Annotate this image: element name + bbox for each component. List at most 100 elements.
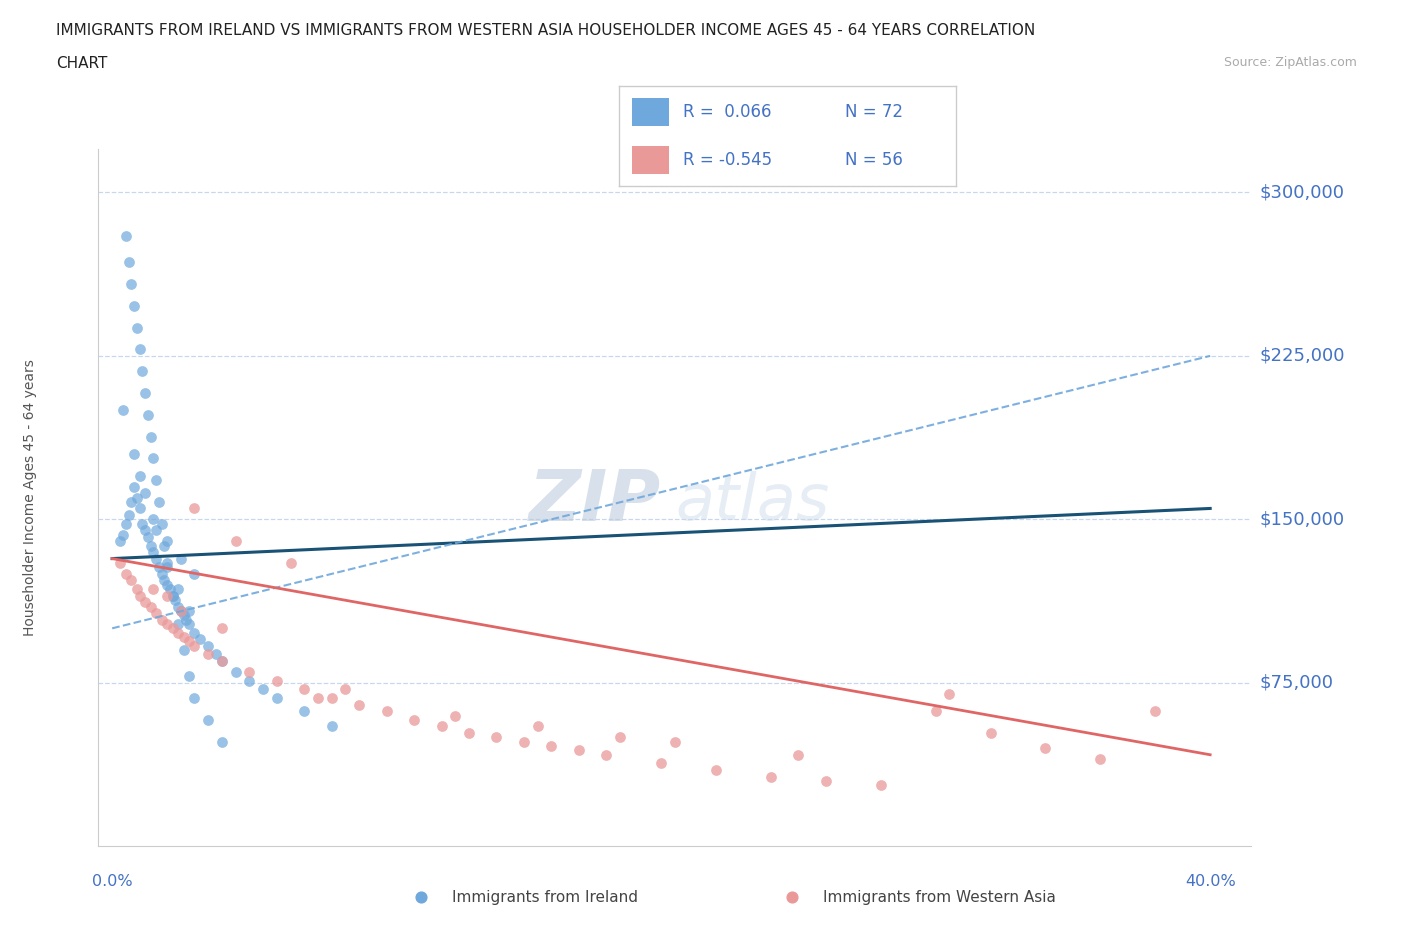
Point [183, 638, 205, 653]
Text: ZIP: ZIP [529, 468, 661, 537]
Text: N = 56: N = 56 [845, 151, 903, 169]
Point [938, 686, 960, 701]
Point [225, 664, 247, 679]
Point [197, 712, 219, 727]
Point [110, 555, 132, 570]
Point [142, 581, 165, 596]
Text: 10.0%: 10.0% [361, 874, 412, 889]
Point [148, 560, 170, 575]
Point [321, 691, 343, 706]
Point [115, 516, 138, 531]
Text: 30.0%: 30.0% [910, 874, 960, 889]
Point [211, 654, 233, 669]
Point [252, 682, 274, 697]
Point [156, 578, 179, 592]
Point [134, 485, 156, 500]
Point [145, 605, 167, 620]
Point [128, 469, 150, 484]
Point [150, 516, 173, 531]
Bar [633, 146, 669, 174]
Point [197, 638, 219, 653]
Point [148, 495, 170, 510]
Text: R = -0.545: R = -0.545 [683, 151, 772, 169]
Point [134, 523, 156, 538]
Point [170, 604, 193, 618]
Point [280, 555, 302, 570]
Point [1144, 704, 1167, 719]
Point [120, 573, 142, 588]
Point [156, 560, 179, 575]
Point [292, 682, 315, 697]
Point [177, 634, 200, 649]
Point [177, 604, 200, 618]
Point [150, 612, 173, 627]
Point [211, 621, 233, 636]
Point [128, 501, 150, 516]
Point [134, 595, 156, 610]
Point [167, 581, 190, 596]
Point [170, 604, 193, 618]
Point [162, 588, 184, 603]
Point [156, 588, 179, 603]
Point [159, 581, 181, 596]
Point [650, 756, 672, 771]
Point [787, 748, 810, 763]
Point [120, 276, 142, 291]
Point [177, 617, 200, 631]
Point [174, 612, 197, 627]
Point [335, 682, 357, 697]
Point [165, 592, 187, 607]
Text: Householder Income Ages 45 - 64 years: Householder Income Ages 45 - 64 years [22, 359, 37, 636]
Point [167, 617, 190, 631]
Point [782, 890, 804, 905]
Point [292, 704, 315, 719]
Point [458, 725, 481, 740]
Text: $150,000: $150,000 [1260, 511, 1344, 528]
Text: Source: ZipAtlas.com: Source: ZipAtlas.com [1223, 56, 1357, 69]
Point [122, 446, 145, 461]
Point [540, 738, 562, 753]
Point [183, 566, 205, 581]
Point [131, 516, 153, 531]
Text: CHART: CHART [56, 56, 108, 71]
Point [112, 403, 135, 418]
Text: Immigrants from Western Asia: Immigrants from Western Asia [824, 890, 1056, 905]
Point [307, 691, 329, 706]
Point [444, 708, 467, 723]
Bar [633, 98, 669, 126]
Point [183, 501, 205, 516]
Point [759, 769, 782, 784]
Point [375, 704, 398, 719]
Point [142, 451, 165, 466]
Point [115, 566, 138, 581]
Point [814, 774, 837, 789]
Text: 0.0%: 0.0% [91, 874, 132, 889]
Point [170, 551, 193, 566]
Point [145, 472, 167, 487]
Text: R =  0.066: R = 0.066 [683, 102, 772, 121]
Point [128, 342, 150, 357]
Point [205, 647, 228, 662]
Point [156, 617, 179, 631]
Point [266, 673, 288, 688]
Point [595, 748, 617, 763]
Point [167, 599, 190, 614]
Point [153, 573, 176, 588]
Point [122, 299, 145, 313]
Point [980, 725, 1002, 740]
Point [162, 588, 184, 603]
Point [139, 429, 162, 444]
Point [347, 698, 370, 712]
Point [188, 631, 211, 646]
Point [142, 545, 165, 560]
Point [173, 630, 195, 644]
Point [225, 534, 247, 549]
Point [156, 534, 179, 549]
Point [411, 890, 433, 905]
Point [526, 719, 548, 734]
Point [125, 581, 148, 596]
Point [115, 229, 138, 244]
Point [183, 691, 205, 706]
Point [145, 523, 167, 538]
Point [134, 386, 156, 401]
